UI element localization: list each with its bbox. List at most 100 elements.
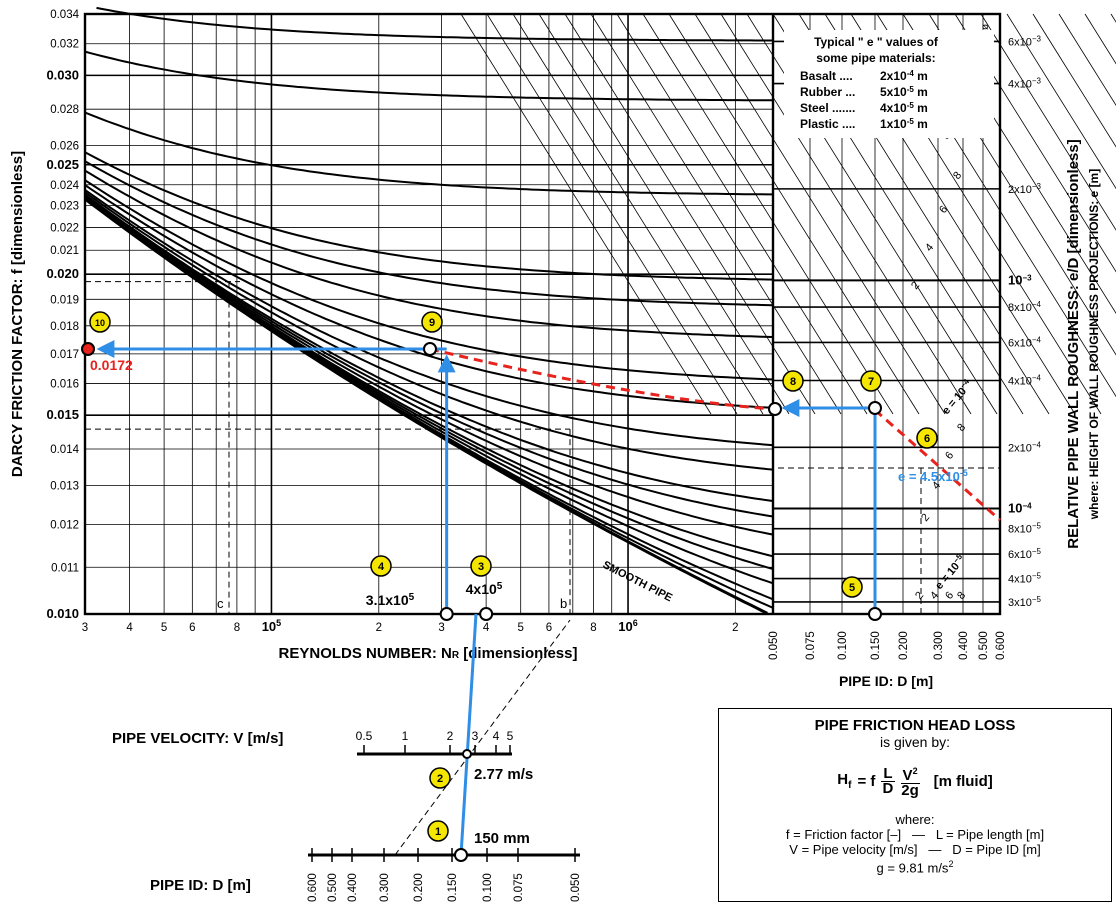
formula-lhs: H xyxy=(837,771,849,788)
reynolds-value-label: 4x105 xyxy=(466,581,503,598)
step-marker-number: 1 xyxy=(435,826,441,838)
x-tick-label: 105 xyxy=(262,618,281,634)
velocity-tick-label: 4 xyxy=(493,729,500,743)
y-tick-label: 0.015 xyxy=(46,407,79,422)
superscript: −4 xyxy=(1022,501,1032,510)
rr-tick-label: 10−4 xyxy=(1008,501,1032,516)
formula-g-exp: 2 xyxy=(948,859,954,869)
step-marker xyxy=(421,311,443,333)
e-digit-label: 8 xyxy=(951,170,964,182)
rr-tick-label: 4x10−5 xyxy=(1008,571,1042,586)
superscript: −5 xyxy=(1032,547,1042,556)
formula-lhs-sub: f xyxy=(848,780,852,791)
x-tick-label: 2 xyxy=(376,622,382,634)
material-name: Basalt .... xyxy=(800,69,853,83)
y-tick-label: 0.023 xyxy=(50,201,79,213)
formula-title: PIPE FRICTION HEAD LOSS xyxy=(814,717,1016,734)
formula-unit: [m fluid] xyxy=(933,772,993,790)
x-tick-label: 5 xyxy=(517,622,523,634)
velocity-tick-label: 0.5 xyxy=(356,729,373,743)
formula-frac2-num-exp: 2 xyxy=(912,766,918,776)
pipe-id-intersection-point xyxy=(768,402,782,416)
velocity-tick-label: 5 xyxy=(507,729,514,743)
rr-tick-label: 2x10−4 xyxy=(1008,440,1042,455)
material-unit: m xyxy=(914,85,928,99)
velocity-axis-title: PIPE VELOCITY: V [m/s] xyxy=(112,730,283,747)
friction-curve xyxy=(84,151,774,281)
material-unit: m xyxy=(914,69,928,83)
pipe-id-tick-label: 0.050 xyxy=(768,631,780,660)
pipe-id-lower-tick-label: 0.300 xyxy=(379,873,391,902)
superscript: −5 xyxy=(1032,594,1042,603)
superscript: −3 xyxy=(1022,273,1032,282)
formula-frac2-den: 2g xyxy=(901,782,919,799)
friction-curve xyxy=(84,194,774,518)
pipe-id-tick-label: 0.600 xyxy=(995,631,1007,660)
y-tick-label: 0.028 xyxy=(50,104,79,116)
material-value: 4x10-5 m xyxy=(880,101,928,116)
superscript: −4 xyxy=(958,377,971,390)
formula-frac-v2g: V2 2g xyxy=(900,764,920,799)
x-tick-label: 6 xyxy=(546,622,552,634)
e-diagonal-line xyxy=(1058,13,1116,106)
e-diagonal-line xyxy=(538,13,790,415)
step-marker xyxy=(916,427,938,449)
superscript: −5 xyxy=(1032,571,1042,580)
material-name: Rubber ... xyxy=(800,85,855,99)
e-digit-label: 6 xyxy=(937,204,950,216)
superscript: −4 xyxy=(1032,300,1042,309)
e-diagonal-line xyxy=(1032,13,1116,148)
e-line-label: e = 10−4 xyxy=(938,377,975,417)
e-digit-label: 2 xyxy=(913,590,926,602)
superscript: 5 xyxy=(276,618,281,628)
pipe-id-lower-tick-label: 0.050 xyxy=(570,873,582,902)
step-marker-number: 10 xyxy=(95,318,105,328)
superscript: −3 xyxy=(1032,34,1042,43)
materials-title: Typical " e " values of xyxy=(814,35,939,49)
x-tick-label: 106 xyxy=(618,618,637,634)
material-value: 2x10-4 m xyxy=(880,69,928,84)
construction-letter: c xyxy=(217,596,224,611)
pipe-id-tick-label: 0.400 xyxy=(958,631,970,660)
friction-curve xyxy=(84,193,774,502)
velocity-tick-label: 1 xyxy=(402,729,409,743)
pipe-id-point xyxy=(868,607,882,621)
y-tick-label: 0.012 xyxy=(50,520,79,532)
step-marker xyxy=(860,370,882,392)
roughness-point xyxy=(868,401,882,415)
x-axis-title: REYNOLDS NUMBER: NR [dimensionless] xyxy=(279,645,578,662)
pipe-id-lower-tick-label: 0.400 xyxy=(347,873,359,902)
y-tick-label: 0.011 xyxy=(51,562,79,574)
pipe-id-tick-label: 0.300 xyxy=(933,631,945,660)
result-value-label: 0.0172 xyxy=(90,357,133,373)
e-diagonal-line xyxy=(954,13,1116,273)
x-tick-label: 6 xyxy=(189,622,195,634)
pipe-id-lower-tick-label: 0.100 xyxy=(482,873,494,902)
pipe-id-lower-axis-title: PIPE ID: D [m] xyxy=(150,877,251,894)
formula-box: PIPE FRICTION HEAD LOSS is given by: Hf … xyxy=(718,708,1112,902)
step-marker xyxy=(370,555,392,577)
e-digit-label: 4 xyxy=(928,590,941,602)
formula-frac1-num: L xyxy=(881,764,895,782)
material-name: Steel ....... xyxy=(800,101,855,115)
pipe-id-lower-tick-label: 0.150 xyxy=(447,873,459,902)
x-tick-label: 8 xyxy=(234,622,240,634)
material-unit: m xyxy=(914,117,928,131)
friction-curve xyxy=(84,195,774,536)
step-marker-number: 4 xyxy=(378,561,385,573)
materials-box xyxy=(784,30,994,138)
friction-curve xyxy=(84,189,774,447)
e-diagonal-line xyxy=(460,13,712,415)
pipe-id-tick-label: 0.200 xyxy=(898,631,910,660)
rr-tick-label: 8x10−4 xyxy=(1008,300,1042,315)
superscript: -4 xyxy=(907,69,915,78)
y-tick-label: 0.016 xyxy=(50,379,79,391)
y-tick-label: 0.018 xyxy=(50,321,79,333)
friction-curve xyxy=(84,191,774,471)
e-digit-label: 2 xyxy=(909,280,922,292)
superscript: 5 xyxy=(409,592,415,603)
e-diagonal-line xyxy=(1006,13,1116,190)
e-diagonal-line xyxy=(616,13,868,415)
